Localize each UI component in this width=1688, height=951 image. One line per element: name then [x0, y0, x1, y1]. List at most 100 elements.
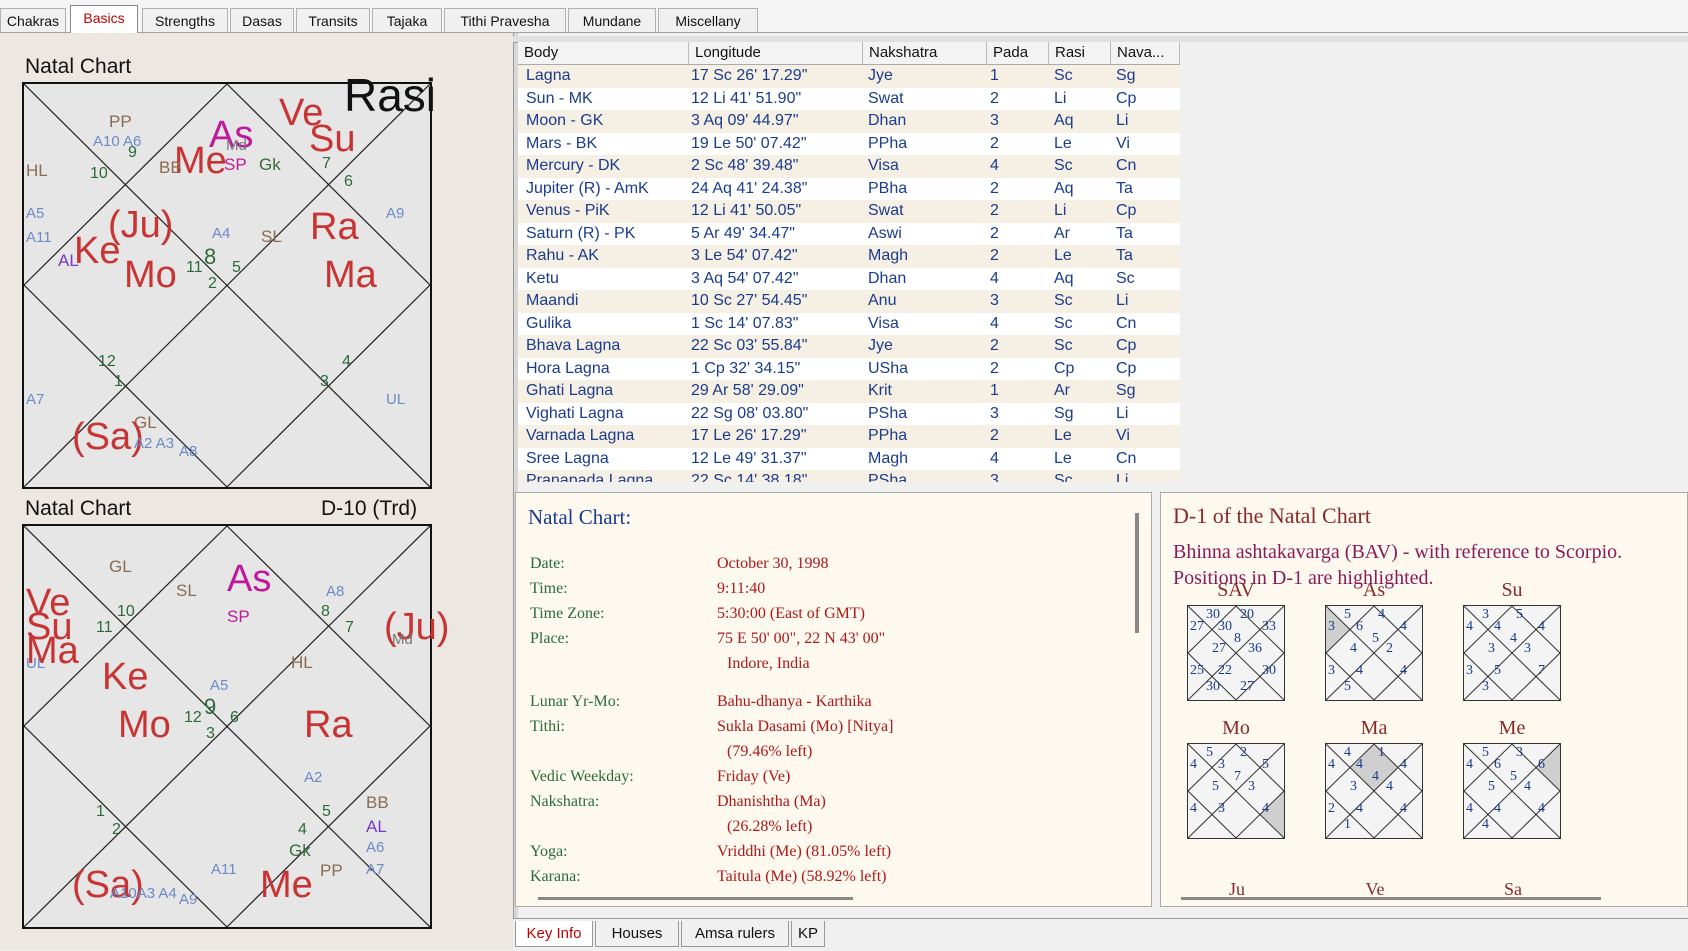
table-row[interactable]: Ketu 3 Aq 54' 07.42" Dhan 4 Aq Sc: [518, 268, 1180, 291]
table-cell: 17 Le 26' 17.29": [691, 427, 807, 444]
bav-number: 7: [1538, 663, 1545, 678]
key-info-panel: Natal Chart: Date: October 30, 1998 Time: 9…: [515, 492, 1152, 907]
table-cell: Sc: [1054, 337, 1073, 354]
bav-number: 30: [1206, 679, 1220, 694]
tab-basics[interactable]: Basics: [70, 5, 138, 33]
col-longitude[interactable]: Longitude: [689, 42, 863, 64]
bav-number: 4: [1372, 769, 1379, 784]
info-value: (79.46% left): [727, 743, 813, 760]
bav-number: 30: [1262, 663, 1276, 678]
col-pada[interactable]: Pada: [987, 42, 1049, 64]
info-label: Karana:: [530, 868, 581, 885]
table-cell: 3 Le 54' 07.42": [691, 247, 798, 264]
tab-kp[interactable]: KP: [791, 921, 825, 947]
d10-label-a11: A11: [211, 861, 237, 878]
info-value: (26.28% left): [727, 818, 813, 835]
table-row[interactable]: Bhava Lagna 22 Sc 03' 55.84" Jye 2 Sc Cp: [518, 335, 1180, 358]
bav-number: 5: [1516, 607, 1523, 622]
bav-grid[interactable]: 30 20 27 30 33 27 8 36 25 22 30 30 27: [1187, 605, 1285, 701]
table-cell: Ta: [1116, 179, 1133, 197]
bav-number: 7: [1234, 769, 1241, 784]
tab-tithi-pravesha[interactable]: Tithi Pravesha: [444, 8, 566, 32]
table-cell: PBha: [868, 179, 908, 197]
table-cell: 3: [990, 292, 999, 309]
table-row[interactable]: Rahu - AK 3 Le 54' 07.42" Magh 2 Le Ta: [518, 245, 1180, 268]
tab-tajaka[interactable]: Tajaka: [372, 8, 442, 32]
bav-number: 3: [1248, 779, 1255, 794]
table-row[interactable]: Venus - PiK 12 Li 41' 50.05" Swat 2 Li Cp: [518, 200, 1180, 223]
table-cell: PPha: [868, 427, 908, 444]
tab-miscellany[interactable]: Miscellany: [658, 8, 758, 32]
table-empty-area: [1180, 42, 1688, 482]
table-row[interactable]: Lagna 17 Sc 26' 17.29" Jye 1 Sc Sg: [518, 65, 1180, 88]
table-row[interactable]: Moon - GK 3 Aq 09' 44.97" Dhan 3 Aq Li: [518, 110, 1180, 133]
rasi-chart[interactable]: Rasi As Me Md SP Gk BB 9 10 PP A10 A6 Ve…: [22, 72, 436, 489]
bav-hscrollbar[interactable]: [1181, 897, 1601, 900]
tab-houses[interactable]: Houses: [595, 921, 679, 947]
bav-number: 5: [1206, 745, 1213, 760]
table-row[interactable]: Saturn (R) - PK 5 Ar 49' 34.47" Aswi 2 Ar Ta: [518, 223, 1180, 246]
table-cell: 4: [990, 157, 999, 174]
bav-grid-lines: [1188, 744, 1284, 838]
table-row[interactable]: Mercury - DK 2 Sc 48' 39.48" Visa 4 Sc Cn: [518, 155, 1180, 178]
table-row[interactable]: Jupiter (R) - AmK 24 Aq 41' 24.38" PBha 2 Aq…: [518, 178, 1180, 201]
table-row[interactable]: Ghati Lagna 29 Ar 58' 29.09" Krit 1 Ar Sg: [518, 380, 1180, 403]
bav-number: 1: [1378, 745, 1385, 760]
table-cell: Dhan: [868, 269, 907, 287]
tab-chakras[interactable]: Chakras: [0, 8, 66, 32]
planet-ra: Ra: [310, 206, 359, 248]
bav-label: Me: [1498, 717, 1526, 739]
tab-transits[interactable]: Transits: [296, 8, 370, 32]
table-row[interactable]: Maandi 10 Sc 27' 54.45" Anu 3 Sc Li: [518, 290, 1180, 313]
house-number-1: 1: [114, 373, 123, 390]
d10-chart[interactable]: GL SL As SP A8 8 7 10 11 Ve Su Ma UL (Ju…: [22, 524, 449, 929]
info-label: Date:: [530, 555, 565, 572]
table-cell: Cp: [1054, 359, 1075, 377]
bav-number: 4: [1494, 619, 1501, 634]
table-row[interactable]: Sree Lagna 12 Le 49' 31.37" Magh 4 Le Cn: [518, 448, 1180, 471]
col-nakshatra[interactable]: Nakshatra: [863, 42, 987, 64]
house-number-12: 12: [98, 353, 116, 370]
table-row[interactable]: Pranapada Lagna 22 Sc 14' 38.18" PSha 3 Sc Li: [518, 470, 1180, 482]
info-label: Lunar Yr-Mo:: [530, 693, 621, 710]
d10-label-sp: SP: [227, 607, 250, 626]
bav-number: 3: [1482, 679, 1489, 694]
table-cell: 3 Aq 09' 44.97": [691, 112, 799, 129]
tab-strengths[interactable]: Strengths: [142, 8, 228, 32]
planet-positions-table[interactable]: Body Longitude Nakshatra Pada Rasi Nava.…: [518, 42, 1180, 482]
bav-number: 4: [1328, 757, 1335, 772]
table-cell: 2: [990, 179, 999, 197]
table-cell: Le: [1054, 247, 1072, 264]
col-body[interactable]: Body: [518, 42, 689, 64]
col-rasi[interactable]: Rasi: [1049, 42, 1111, 64]
col-navamsa[interactable]: Nava...: [1111, 42, 1180, 64]
table-row[interactable]: Varnada Lagna 17 Le 26' 17.29" PPha 2 Le Vi: [518, 425, 1180, 448]
bav-number: 27: [1240, 679, 1254, 694]
table-row[interactable]: Hora Lagna 1 Cp 32' 34.15" USha 2 Cp Cp: [518, 358, 1180, 381]
table-row[interactable]: Gulika 1 Sc 14' 07.83" Visa 4 Sc Cn: [518, 313, 1180, 336]
table-cell: Venus - PiK: [526, 202, 610, 219]
tab-dasas[interactable]: Dasas: [230, 8, 294, 32]
table-cell: 3: [990, 472, 999, 482]
table-cell: 24 Aq 41' 24.38": [691, 179, 808, 197]
info-hscrollbar[interactable]: [538, 897, 853, 900]
panel-splitter[interactable]: [513, 33, 518, 950]
chart-grid-lines-d10: [24, 526, 430, 927]
d10-house-1: 1: [96, 803, 105, 820]
table-cell: Gulika: [526, 314, 572, 332]
table-row[interactable]: Sun - MK 12 Li 41' 51.90" Swat 2 Li Cp: [518, 88, 1180, 111]
table-row[interactable]: Mars - BK 19 Le 50' 07.42" PPha 2 Le Vi: [518, 133, 1180, 156]
info-scrollbar[interactable]: [1135, 513, 1139, 633]
tab-amsa-rulers[interactable]: Amsa rulers: [681, 921, 789, 947]
bav-label: Su: [1501, 579, 1523, 601]
bav-number: 4: [1262, 801, 1269, 816]
table-row[interactable]: Vighati Lagna 22 Sg 08' 03.80" PSha 3 Sg Li: [518, 403, 1180, 426]
planet-mo: Mo: [124, 254, 177, 296]
tab-mundane[interactable]: Mundane: [568, 8, 656, 32]
tab-key-info[interactable]: Key Info: [515, 921, 593, 947]
